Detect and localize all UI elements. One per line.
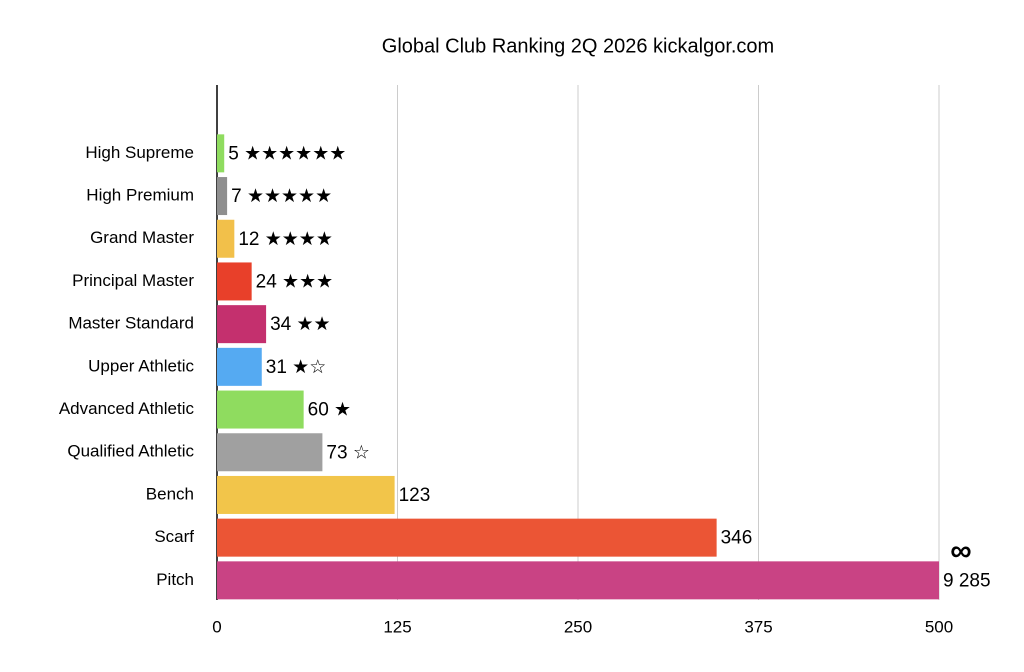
bar — [217, 433, 323, 472]
y-tick-label: Master Standard — [68, 314, 194, 333]
value-label: 12 ★★★★ — [238, 229, 333, 250]
y-tick-label: High Supreme — [85, 143, 194, 162]
x-tick-label: 375 — [744, 617, 772, 636]
y-tick-label: Advanced Athletic — [59, 399, 195, 418]
bars — [217, 134, 939, 600]
value-label: 5 ★★★★★★ — [228, 143, 346, 164]
bar — [217, 347, 262, 386]
bar — [217, 561, 939, 600]
x-tick-label: 0 — [212, 617, 221, 636]
bar — [217, 134, 225, 173]
bar — [217, 475, 395, 514]
bar — [217, 305, 267, 344]
bar — [217, 219, 235, 258]
y-tick-label: Bench — [146, 484, 194, 503]
x-tick-label: 125 — [383, 617, 411, 636]
value-label: 9 285 — [943, 570, 991, 591]
value-label: 7 ★★★★★ — [231, 186, 332, 207]
y-tick-label: Grand Master — [90, 228, 194, 247]
bar — [217, 390, 304, 429]
y-tick-label: Upper Athletic — [88, 356, 194, 375]
value-label: 60 ★ — [308, 400, 351, 421]
bar — [217, 177, 228, 216]
annotation: ∞ — [950, 534, 971, 567]
y-tick-label: High Premium — [86, 186, 194, 205]
chart-title: Global Club Ranking 2Q 2026 kickalgor.co… — [382, 35, 774, 57]
y-tick-label: Pitch — [156, 570, 194, 589]
x-tick-label: 500 — [925, 617, 953, 636]
value-label: 24 ★★★ — [256, 271, 334, 292]
value-label: 34 ★★ — [270, 314, 330, 335]
value-label: 73 ☆ — [326, 442, 369, 463]
value-label: 346 — [721, 528, 753, 549]
x-tick-label: 250 — [564, 617, 592, 636]
y-tick-label: Principal Master — [72, 271, 194, 290]
labels: 0 125 250 375 500 High Supreme 5 ★★★★★★ High Pr… — [59, 143, 991, 637]
y-tick-label: Scarf — [154, 527, 194, 546]
value-label: 123 — [399, 485, 431, 506]
bar — [217, 262, 252, 301]
y-tick-label: Qualified Athletic — [67, 442, 194, 461]
bar — [217, 518, 717, 557]
value-label: 31 ★☆ — [266, 357, 326, 378]
